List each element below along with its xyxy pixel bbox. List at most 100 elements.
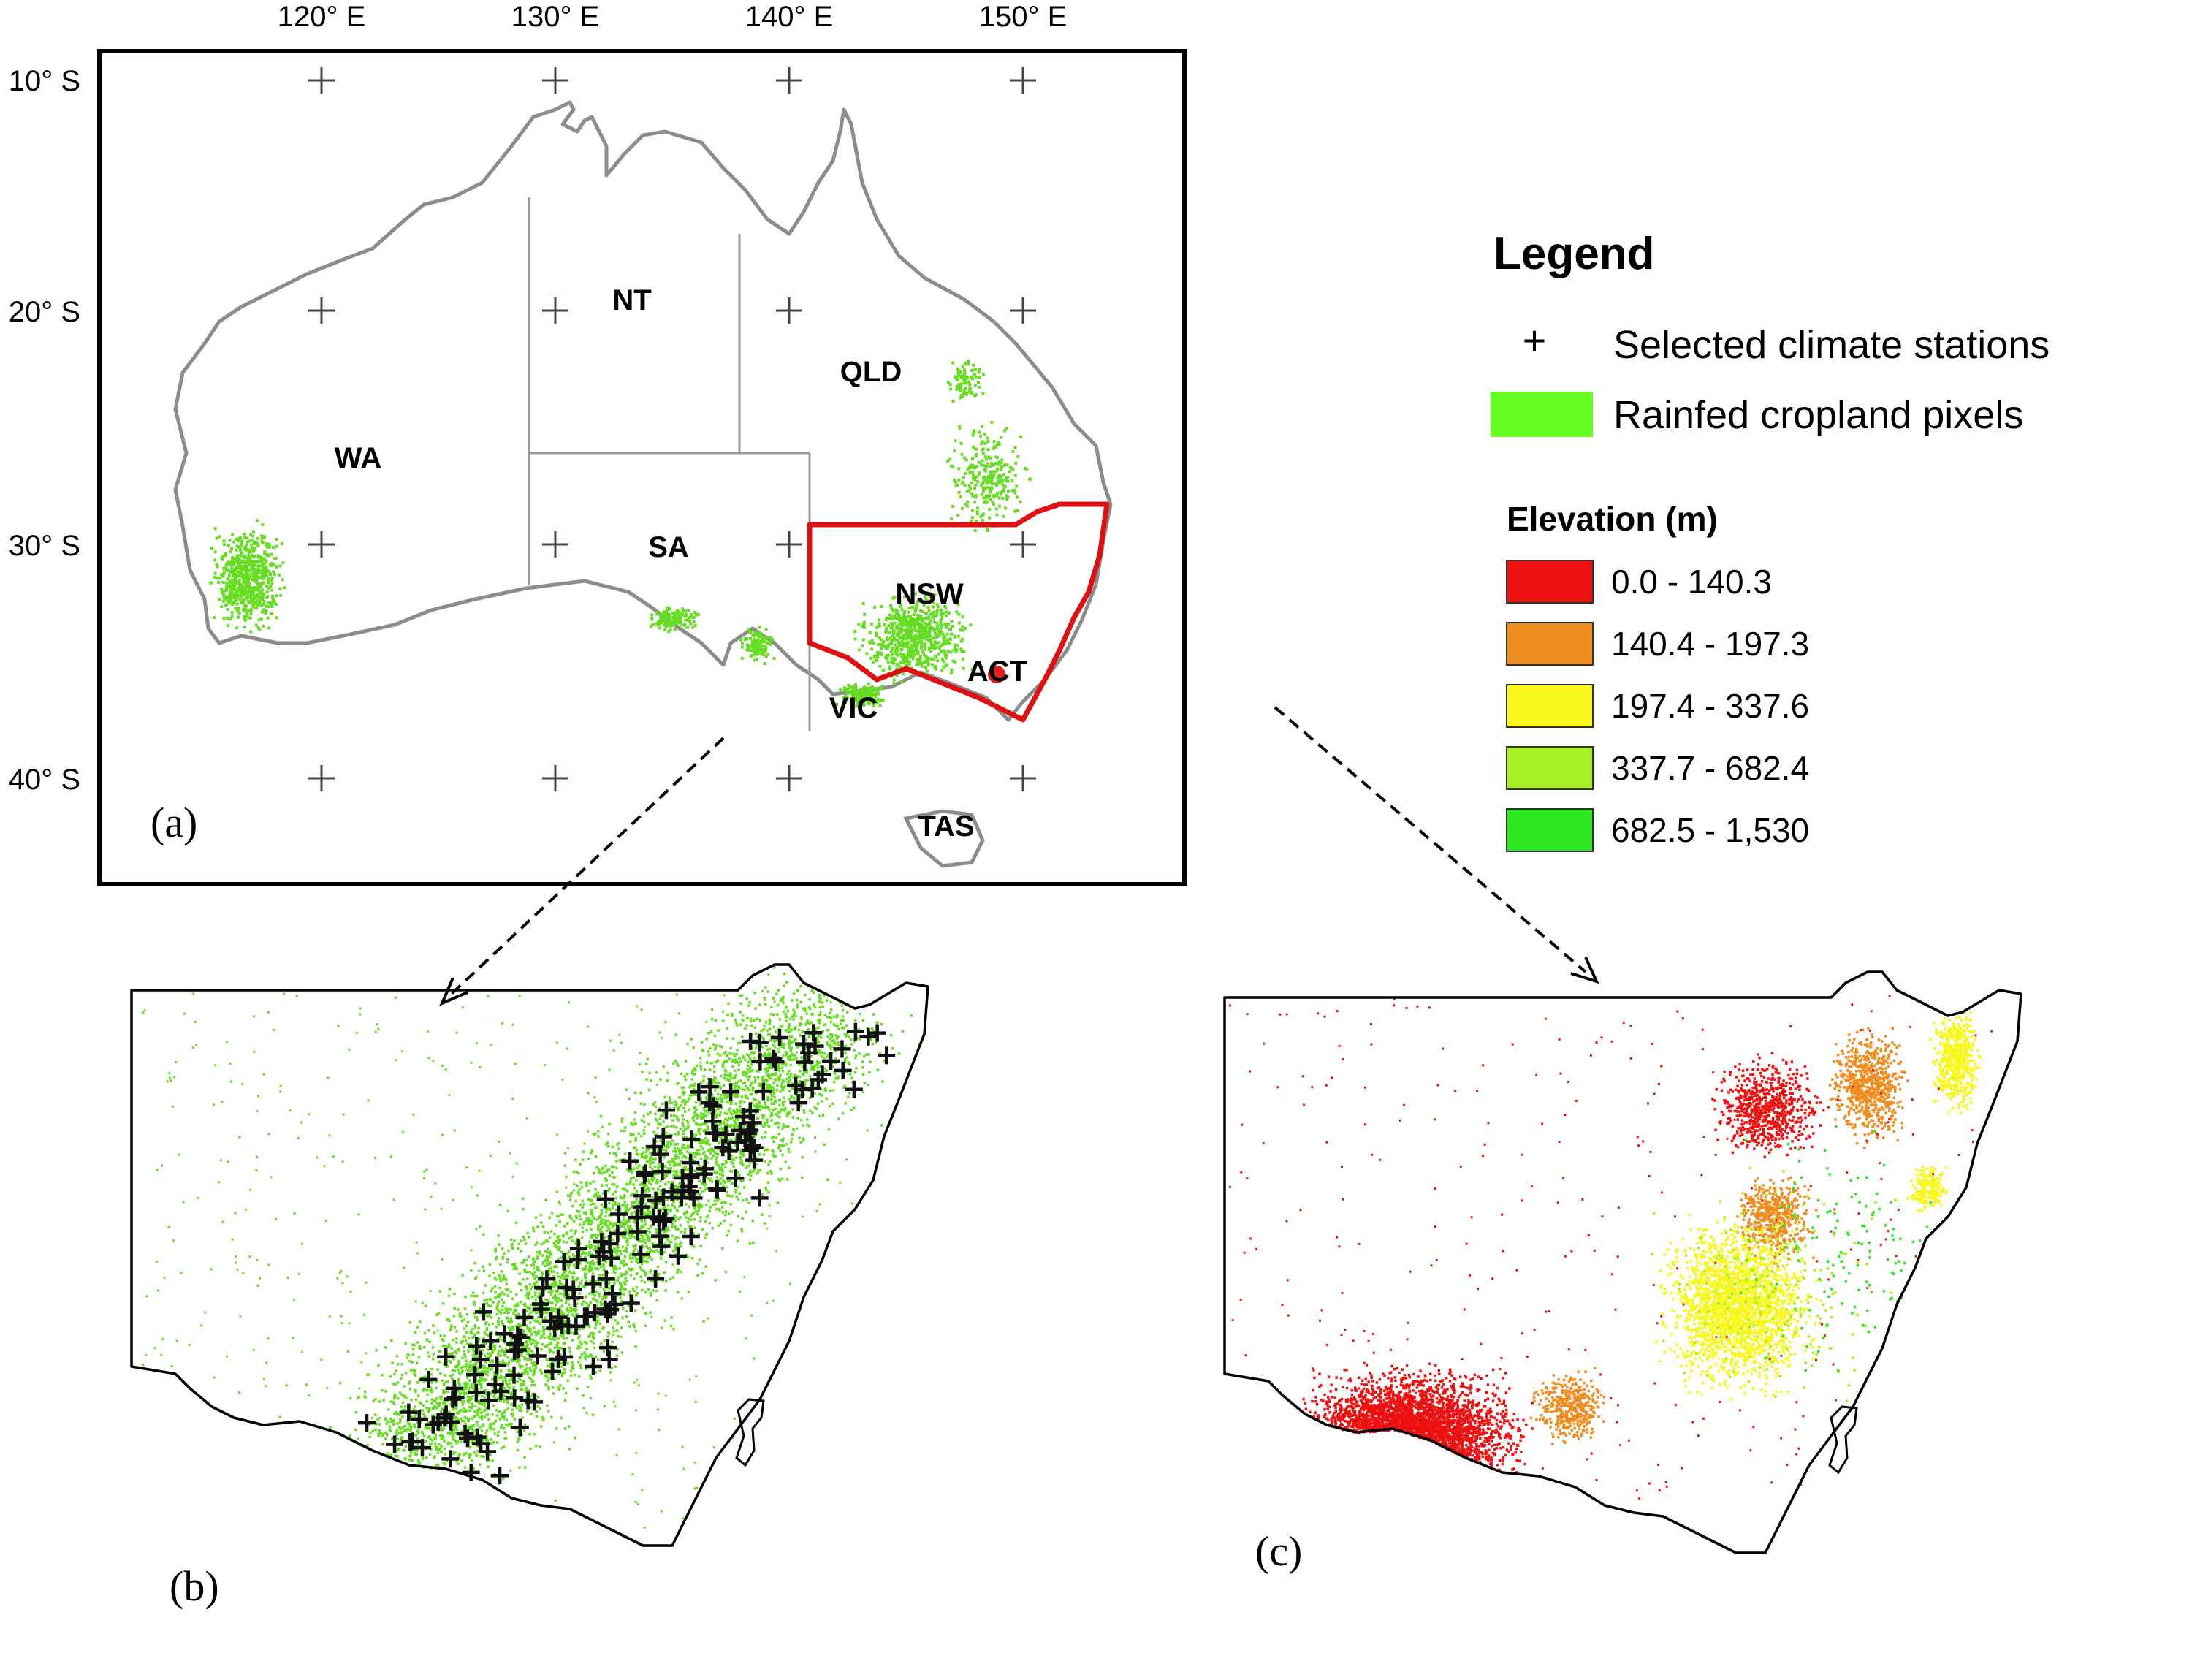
- cropland-pixel: [755, 1044, 758, 1047]
- cropland-pixel: [667, 630, 671, 634]
- graticule-cross: [308, 765, 335, 791]
- cropland-pixel: [496, 1441, 499, 1444]
- cropland-pixel: [637, 1132, 640, 1135]
- cropland-pixel: [444, 1462, 446, 1466]
- cropland-pixel: [929, 642, 933, 645]
- cropland-pixel: [521, 1197, 525, 1201]
- cropland-pixel: [227, 596, 231, 600]
- cropland-pixel: [251, 534, 254, 538]
- cropland-pixel: [992, 495, 996, 498]
- cropland-pixel: [479, 1371, 482, 1374]
- cropland-pixel: [584, 1275, 587, 1278]
- cropland-pixel: [967, 484, 971, 487]
- cropland-pixel: [910, 648, 913, 652]
- cropland-pixel: [261, 603, 265, 606]
- cropland-pixel: [541, 1261, 545, 1263]
- cropland-pixel: [940, 631, 943, 634]
- cropland-pixel: [876, 643, 880, 647]
- cropland-pixel: [442, 1302, 445, 1305]
- cropland-pixel: [735, 1195, 738, 1198]
- cropland-pixel: [853, 630, 857, 633]
- cropland-pixel: [881, 698, 885, 702]
- cropland-pixel: [663, 1319, 667, 1322]
- cropland-pixel: [424, 1304, 427, 1307]
- cropland-pixel: [694, 1101, 698, 1104]
- cropland-pixel: [865, 652, 869, 655]
- cropland-pixel: [559, 1309, 562, 1312]
- cropland-pixel: [533, 1368, 536, 1371]
- cropland-pixel: [256, 585, 260, 588]
- cropland-pixel: [644, 1291, 647, 1293]
- cropland-pixel: [221, 574, 224, 578]
- cropland-pixel: [553, 1360, 556, 1363]
- cropland-pixel: [781, 999, 784, 1003]
- cropland-pixel: [735, 1084, 739, 1088]
- cropland-pixel: [638, 1169, 641, 1173]
- cropland-pixel: [674, 613, 678, 617]
- cropland-pixel: [277, 573, 281, 577]
- cropland-pixel: [768, 1027, 772, 1030]
- cropland-pixel: [252, 594, 256, 598]
- cropland-pixel: [563, 1152, 567, 1155]
- cropland-pixel: [587, 1305, 590, 1308]
- cropland-pixel: [753, 653, 757, 657]
- cropland-pixel: [843, 1060, 847, 1063]
- cropland-pixel: [255, 579, 259, 583]
- cropland-pixel: [520, 1261, 523, 1265]
- cropland-pixel: [756, 638, 760, 642]
- cropland-pixel: [905, 615, 907, 619]
- cropland-pixel: [501, 1412, 503, 1415]
- cropland-pixel: [957, 467, 961, 471]
- cropland-pixel: [826, 1016, 829, 1019]
- cropland-pixel: [259, 617, 263, 621]
- cropland-pixel: [569, 1326, 573, 1329]
- cropland-pixel: [476, 1355, 479, 1358]
- cropland-pixel: [563, 1164, 567, 1167]
- cropland-pixel: [559, 1384, 562, 1387]
- cropland-pixel: [250, 563, 254, 567]
- cropland-pixel: [683, 1110, 687, 1113]
- cropland-pixel: [471, 1347, 474, 1350]
- cropland-pixel: [902, 661, 905, 664]
- cropland-pixel: [917, 624, 921, 628]
- cropland-pixel: [249, 608, 253, 612]
- cropland-pixel: [783, 1100, 786, 1103]
- lon-label-130: 130° E: [511, 1, 600, 33]
- cropland-pixel: [701, 1113, 704, 1116]
- cropland-pixel: [551, 1386, 555, 1389]
- cropland-pixel: [989, 498, 992, 501]
- tasmania-coastline: [903, 809, 985, 868]
- cropland-pixel: [556, 1329, 560, 1331]
- cropland-pixel: [870, 695, 874, 699]
- cropland-pixel: [827, 1053, 830, 1056]
- cropland-pixel: [421, 1457, 424, 1460]
- cropland-pixel: [972, 431, 975, 435]
- cropland-pixel: [996, 491, 1000, 495]
- cropland-pixel: [243, 545, 247, 549]
- cropland-pixel: [263, 550, 267, 553]
- cropland-pixel: [602, 1296, 605, 1299]
- cropland-pixel: [553, 1377, 556, 1380]
- cropland-pixel: [704, 1204, 708, 1206]
- cropland-pixel: [444, 1453, 447, 1456]
- cropland-pixel: [924, 647, 927, 651]
- cropland-pixel: [666, 1198, 669, 1201]
- cropland-pixel: [992, 445, 996, 449]
- cropland-pixel: [923, 643, 926, 647]
- cropland-pixel: [834, 1049, 837, 1053]
- cropland-pixel: [525, 1370, 528, 1373]
- cropland-pixel: [617, 1202, 620, 1205]
- cropland-pixel: [756, 634, 759, 637]
- cropland-pixel: [432, 1357, 435, 1361]
- cropland-pixel: [261, 598, 265, 601]
- cropland-pixel: [473, 1312, 476, 1315]
- cropland-pixel: [798, 1080, 802, 1083]
- cropland-pixel: [622, 1287, 625, 1290]
- cropland-pixel: [910, 630, 914, 634]
- cropland-pixel: [981, 481, 984, 484]
- cropland-pixel: [503, 1386, 506, 1389]
- cropland-pixel: [959, 385, 963, 389]
- cropland-pixel: [526, 1231, 529, 1235]
- cropland-pixel: [509, 1290, 512, 1293]
- cropland-pixel: [989, 477, 992, 481]
